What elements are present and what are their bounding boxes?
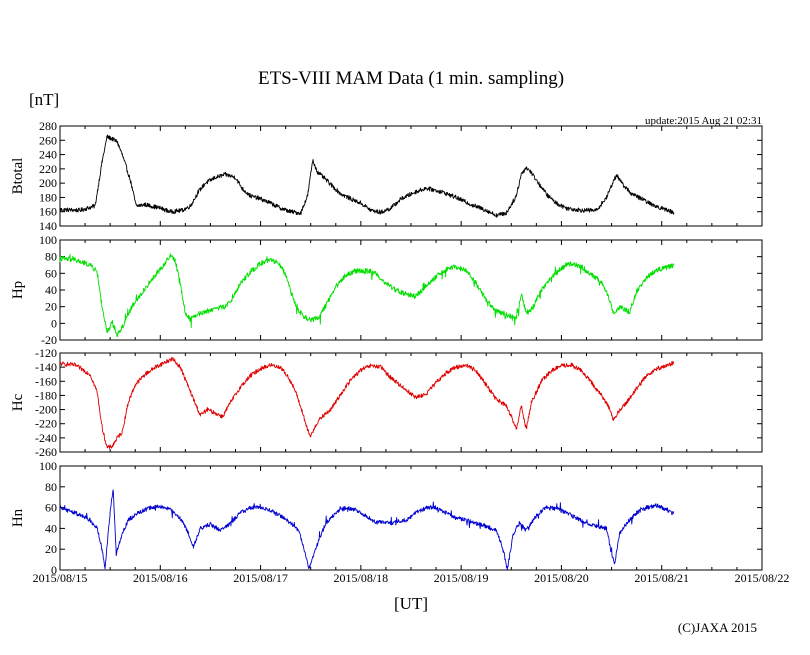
panel-ylabel-hp: Hp xyxy=(10,281,26,299)
y-tick-label: 260 xyxy=(39,133,57,147)
panel-frame xyxy=(59,239,763,341)
series-line-hn xyxy=(59,489,675,571)
x-tick-label: 2015/08/22 xyxy=(735,571,790,585)
chart-title: ETS-VIII MAM Data (1 min. sampling) xyxy=(258,68,564,89)
y-tick-label: -240 xyxy=(35,431,57,445)
y-tick-label: 100 xyxy=(39,233,57,247)
x-tick-label: 2015/08/20 xyxy=(534,571,589,585)
y-tick-label: 240 xyxy=(39,148,57,162)
y-tick-label: 280 xyxy=(39,119,57,133)
series-line-hc xyxy=(59,357,675,449)
y-tick-label: 80 xyxy=(45,480,57,494)
x-tick-label: 2015/08/17 xyxy=(233,571,288,585)
y-tick-label: 60 xyxy=(45,501,57,515)
y-tick-label: 20 xyxy=(45,300,57,314)
y-tick-label: -160 xyxy=(35,374,57,388)
y-tick-label: 160 xyxy=(39,205,57,219)
y-tick-label: -220 xyxy=(35,417,57,431)
y-tick-label: -20 xyxy=(41,333,57,347)
update-timestamp: update:2015 Aug 21 02:31 xyxy=(645,115,762,127)
x-tick-label: 2015/08/15 xyxy=(33,571,88,585)
panel-frame xyxy=(59,125,763,227)
panel-ylabel-btotal: Btotal xyxy=(10,158,26,195)
y-tick-label: 40 xyxy=(45,521,57,535)
x-tick-label: 2015/08/18 xyxy=(334,571,389,585)
x-tick-label: 2015/08/19 xyxy=(434,571,489,585)
y-tick-label: 80 xyxy=(45,250,57,264)
y-tick-label: 0 xyxy=(51,563,57,577)
series-line-btotal xyxy=(59,134,675,218)
panel-hn: 0 20 40 60 80 100 Hn xyxy=(10,459,763,577)
y-tick-label: -120 xyxy=(35,346,57,360)
y-tick-label: 0 xyxy=(51,316,57,330)
panels-layer: 140160180200220240260280Btotal-200204060… xyxy=(10,119,789,585)
y-tick-label: 60 xyxy=(45,266,57,280)
y-tick-label: 140 xyxy=(39,219,57,233)
copyright-credit: (C)JAXA 2015 xyxy=(678,620,757,635)
panel-ylabel-hn: Hn xyxy=(10,508,26,527)
y-tick-label: -180 xyxy=(35,388,57,402)
y-tick-label: -200 xyxy=(35,403,57,417)
y-tick-label: 100 xyxy=(39,459,57,473)
y-tick-label: 200 xyxy=(39,176,57,190)
y-tick-label: 220 xyxy=(39,162,57,176)
y-tick-label: 180 xyxy=(39,190,57,204)
panel-hp: -20 0 20 40 60 80 100 Hp xyxy=(10,233,763,347)
y-unit-label: [nT] xyxy=(29,90,59,109)
x-tick-label: 2015/08/16 xyxy=(133,571,188,585)
x-tick-label: 2015/08/21 xyxy=(634,571,689,585)
panel-hc: -260-240-220-200-180-160-140-120 Hc xyxy=(10,346,763,459)
panel-ylabel-hc: Hc xyxy=(10,393,26,411)
y-tick-label: 40 xyxy=(45,283,57,297)
series-line-hp xyxy=(59,253,675,338)
y-tick-label: -260 xyxy=(35,445,57,459)
x-axis-label: [UT] xyxy=(394,594,428,613)
y-tick-label: 20 xyxy=(45,542,57,556)
y-tick-label: -140 xyxy=(35,360,57,374)
